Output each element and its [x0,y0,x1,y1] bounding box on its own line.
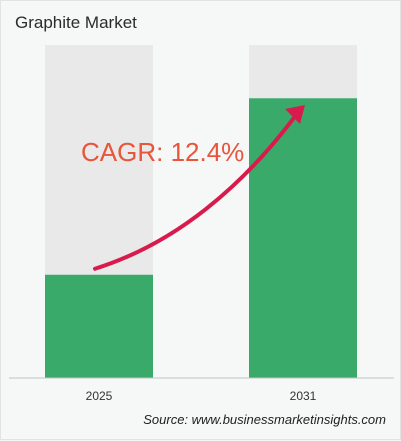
growth-arrow [93,109,301,271]
x-tick-label-2025: 2025 [86,389,113,403]
bar-2031 [249,98,357,378]
source-note: Source: www.businessmarketinsights.com [143,412,386,427]
x-tick-label-2031: 2031 [290,389,317,403]
cagr-annotation: CAGR: 12.4% [81,137,244,167]
growth-arrow-head [285,105,305,124]
chart-title: Graphite Market [15,13,137,32]
bar-2025 [45,274,153,378]
